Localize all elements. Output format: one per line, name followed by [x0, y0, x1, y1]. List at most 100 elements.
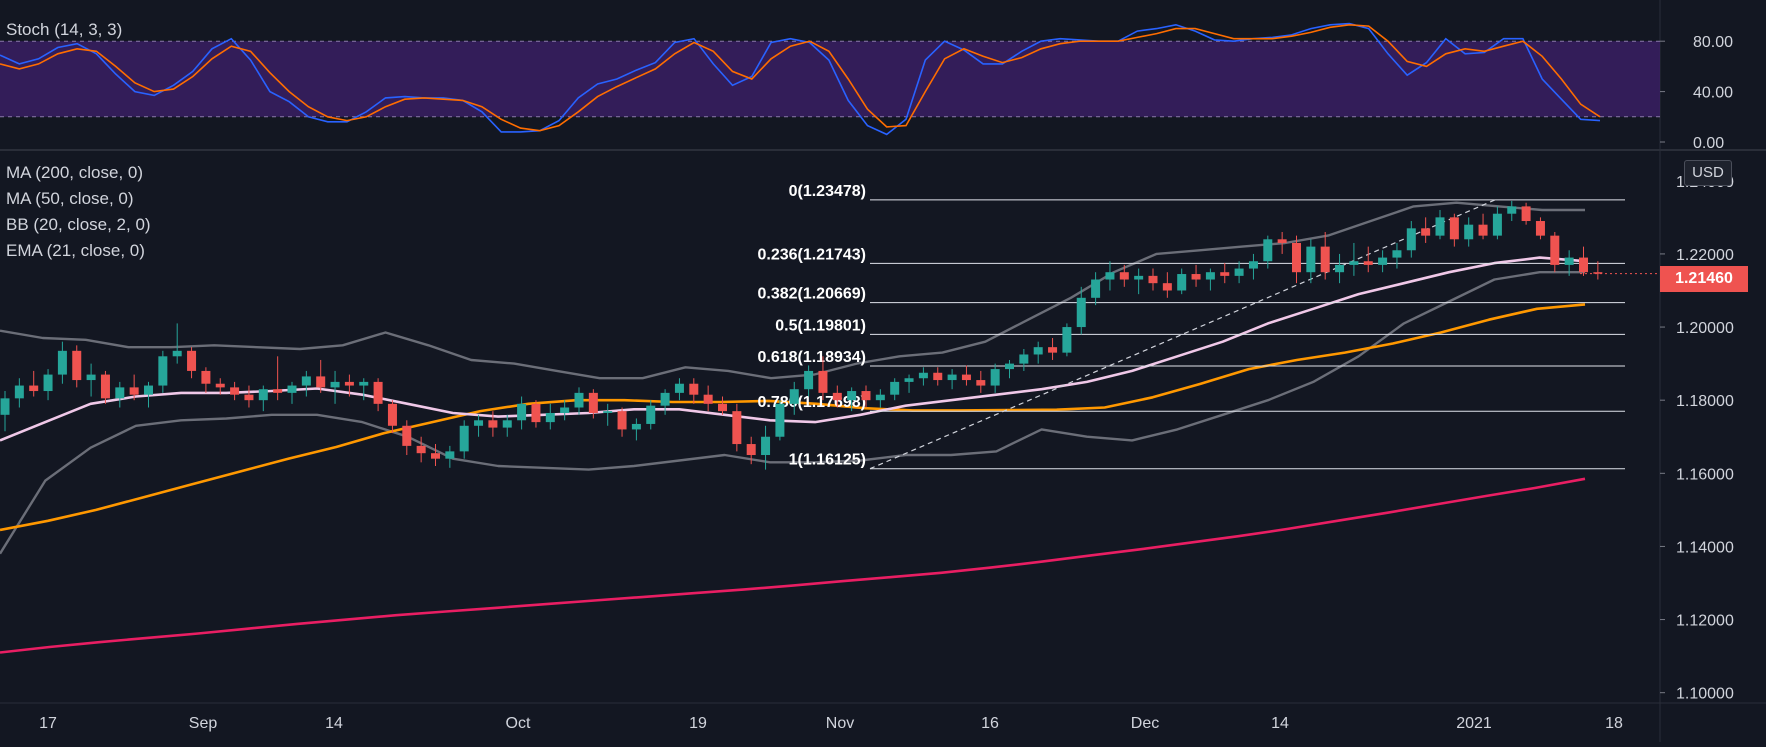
candle-body-down — [402, 425, 412, 446]
candle-body-down — [230, 387, 240, 395]
candle-body-down — [344, 381, 354, 386]
candle-body-up — [14, 385, 24, 399]
time-tick-label: 17 — [39, 715, 57, 732]
candle-body-up — [1564, 257, 1574, 265]
time-tick-label: Sep — [189, 715, 218, 732]
candle-body-down — [1478, 224, 1488, 236]
candle-body-up — [1205, 272, 1215, 280]
candle-body-up — [502, 420, 512, 428]
indicator-legend-ema21[interactable]: EMA (21, close, 0) — [6, 241, 145, 260]
candle-body-up — [1062, 327, 1072, 353]
candle-body-down — [316, 376, 326, 388]
candle-body-up — [1248, 261, 1258, 269]
candle-body-down — [718, 403, 727, 412]
candle-body-up — [904, 378, 914, 382]
candle-body-up — [603, 411, 613, 413]
price-axis[interactable]: 80.00 40.00 0.00 1.22000 1.20000 1.18000 1.160… — [1660, 34, 1734, 703]
candle-body-up — [918, 372, 928, 379]
time-tick-label: 18 — [1605, 715, 1623, 732]
candle-body-down — [1292, 242, 1301, 273]
candle-body-up — [1134, 275, 1144, 280]
candle-body-up — [560, 407, 570, 413]
candle-body-up — [115, 387, 125, 399]
stoch-line-d — [0, 23, 1601, 132]
candle-body-down — [746, 444, 756, 456]
candle-body-down — [488, 420, 498, 428]
candle-body-up — [287, 385, 297, 393]
indicator-legend-ma200[interactable]: MA (200, close, 0) — [6, 163, 144, 182]
time-axis[interactable]: 17 Sep 14 Oct 19 Nov 16 Dec 14 2021 18 — [39, 715, 1623, 732]
price-tick-label: 1.14000 — [1676, 539, 1734, 556]
candle-body-down — [617, 411, 627, 430]
stoch-legend-label[interactable]: Stoch (14, 3, 3) — [6, 20, 123, 39]
candle-body-down — [244, 394, 254, 401]
candle-body-down — [387, 403, 397, 426]
indicator-overlays — [0, 201, 1586, 654]
candle-body-down — [100, 374, 110, 399]
candle-body-up — [0, 398, 10, 415]
indicator-legend-ma50[interactable]: MA (50, close, 0) — [6, 189, 134, 208]
time-tick-label: Oct — [506, 715, 531, 732]
candle-body-up — [804, 370, 814, 390]
candle-body-down — [1277, 239, 1287, 243]
candle-body-down — [861, 391, 871, 401]
candle-body-up — [474, 420, 484, 426]
candle-body-down — [1148, 275, 1158, 284]
stoch-line-k — [0, 22, 1601, 136]
candlestick-series — [0, 200, 1660, 470]
candle-body-up — [258, 389, 268, 401]
candle-body-down — [1449, 217, 1459, 240]
candle-body-up — [359, 381, 369, 386]
last-price-tag: 1.21460 — [1660, 266, 1748, 292]
candle-body-up — [459, 425, 469, 452]
candle-body-up — [1392, 250, 1402, 258]
stoch-tick-label: 40.00 — [1693, 85, 1733, 102]
candle-body-down — [832, 392, 842, 401]
candle-body-down — [129, 387, 139, 395]
bollinger-lower-line — [0, 271, 1585, 555]
candle-body-down — [689, 383, 699, 395]
candle-body-down — [933, 372, 943, 381]
price-tick-label: 1.20000 — [1676, 320, 1734, 337]
candle-body-down — [1191, 274, 1201, 280]
candle-body-down — [431, 453, 440, 459]
candle-body-down — [273, 389, 283, 393]
candle-body-up — [990, 369, 1000, 386]
fib-level-label: 0(1.23478) — [789, 183, 866, 200]
candle-body-up — [545, 412, 555, 423]
candle-body-up — [660, 392, 670, 406]
currency-badge[interactable]: USD — [1684, 160, 1732, 186]
candle-body-up — [172, 350, 182, 357]
candle-body-up — [1406, 228, 1416, 251]
candle-body-down — [373, 381, 383, 404]
candle-body-down — [1421, 228, 1431, 236]
candle-body-down — [29, 385, 39, 392]
stoch-panel — [0, 22, 1660, 136]
candle-body-up — [947, 374, 957, 381]
candle-body-down — [1048, 347, 1058, 353]
candle-body-up — [890, 381, 900, 395]
candle-body-up — [574, 392, 584, 408]
price-tick-label: 1.22000 — [1676, 247, 1734, 264]
candle-body-up — [158, 356, 168, 386]
ma200-line — [0, 477, 1586, 654]
candle-body-up — [445, 451, 455, 459]
time-tick-label: 19 — [689, 715, 707, 732]
candle-body-down — [531, 403, 541, 423]
stoch-tick-label: 80.00 — [1693, 34, 1733, 51]
candle-body-up — [1306, 246, 1316, 273]
fib-level-label: 1(1.16125) — [789, 452, 866, 469]
candle-body-down — [1119, 272, 1129, 280]
price-tick-label: 1.10000 — [1676, 686, 1734, 703]
candle-body-up — [1507, 206, 1517, 214]
candle-body-down — [703, 394, 713, 404]
candle-body-up — [144, 385, 153, 395]
candle-body-up — [674, 383, 684, 393]
candle-body-up — [761, 436, 771, 456]
indicator-legend-bb[interactable]: BB (20, close, 2, 0) — [6, 215, 151, 234]
time-tick-label: Nov — [826, 715, 854, 732]
candle-body-down — [588, 392, 598, 413]
